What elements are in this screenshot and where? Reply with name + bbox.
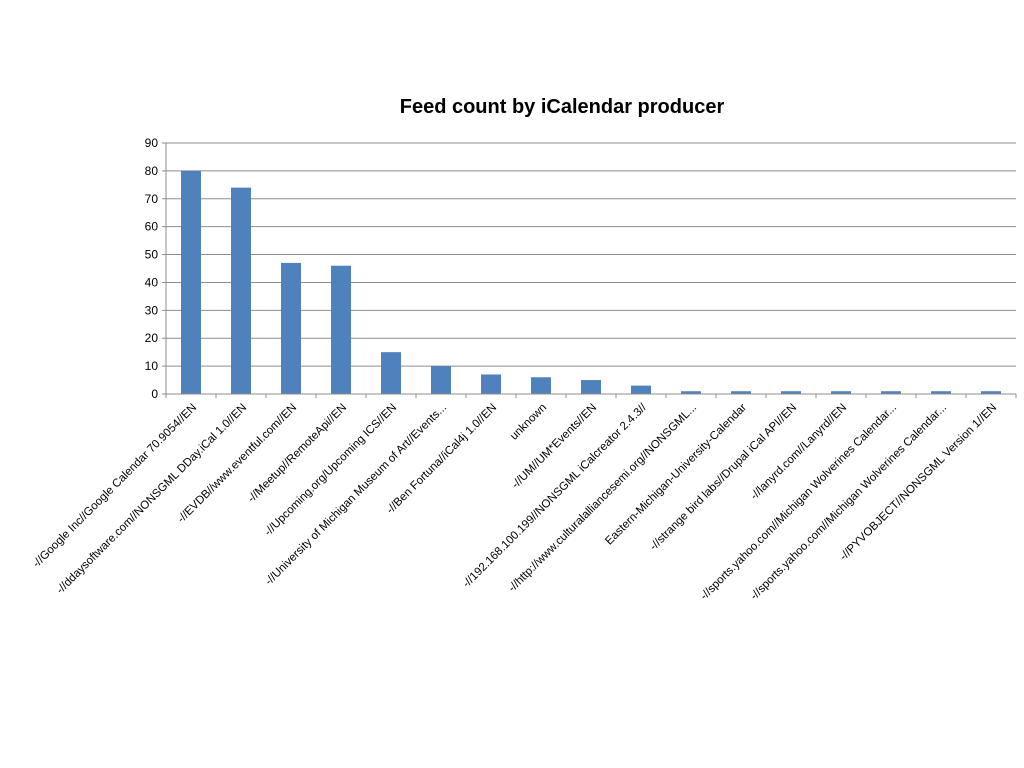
x-axis-ticks: -//Google Inc//Google Calendar 70.9054//… xyxy=(31,394,1017,603)
x-tick-label: -//Meetup//RemoteApi//EN xyxy=(246,402,349,505)
x-tick-label: -//ddaysoftware.com//NONSGML DDay.iCal 1… xyxy=(54,402,249,597)
y-tick-label: 90 xyxy=(145,136,159,150)
bar xyxy=(331,265,351,394)
x-tick-label: -//sports.yahoo.com//Michigan Wolverines… xyxy=(748,402,949,603)
bar xyxy=(681,391,701,394)
bar xyxy=(731,391,751,394)
bars xyxy=(181,170,1001,394)
y-tick-label: 10 xyxy=(145,359,159,373)
y-tick-label: 20 xyxy=(145,331,159,345)
bar xyxy=(281,262,301,394)
bar xyxy=(481,374,501,394)
bar xyxy=(931,391,951,394)
y-tick-label: 50 xyxy=(145,248,159,262)
y-tick-label: 30 xyxy=(145,303,159,317)
x-tick-label: -//192.168.100.199//NONSGML iCalcreator … xyxy=(461,401,650,590)
y-tick-label: 60 xyxy=(145,220,159,234)
x-tick-label: -//Google Inc//Google Calendar 70.9054//… xyxy=(31,402,200,571)
bar xyxy=(531,377,551,394)
x-tick-label: -//sports.yahoo.com//Michigan Wolverines… xyxy=(698,402,899,603)
gridlines xyxy=(166,142,1016,367)
chart-title: Feed count by iCalendar producer xyxy=(400,96,725,118)
x-tick-label: -//Ben Fortuna//iCal4j 1.0//EN xyxy=(384,402,499,517)
bar xyxy=(381,352,401,394)
bar xyxy=(231,187,251,394)
bar xyxy=(431,366,451,394)
y-tick-label: 0 xyxy=(151,387,158,401)
y-axis-ticks: 0 10 20 30 40 50 60 70 80 90 xyxy=(145,136,166,401)
bar xyxy=(631,385,651,394)
bar xyxy=(981,391,1001,394)
y-tick-label: 70 xyxy=(145,192,159,206)
bar xyxy=(881,391,901,394)
x-tick-label: -//lanyrd.com//Lanyrd//EN xyxy=(748,402,849,503)
bar xyxy=(781,391,801,394)
x-tick-label: -//University of Michigan Museum of Art/… xyxy=(263,402,449,588)
bar xyxy=(181,170,201,394)
bar xyxy=(581,380,601,394)
bar xyxy=(831,391,851,394)
x-tick-label: unknown xyxy=(508,402,549,443)
y-tick-label: 40 xyxy=(145,275,159,289)
x-tick-label: -//UM//UM*Events//EN xyxy=(510,402,599,491)
y-tick-label: 80 xyxy=(145,164,159,178)
x-tick-label: -//http://www.culturalalliancesemi.org//… xyxy=(506,402,699,595)
